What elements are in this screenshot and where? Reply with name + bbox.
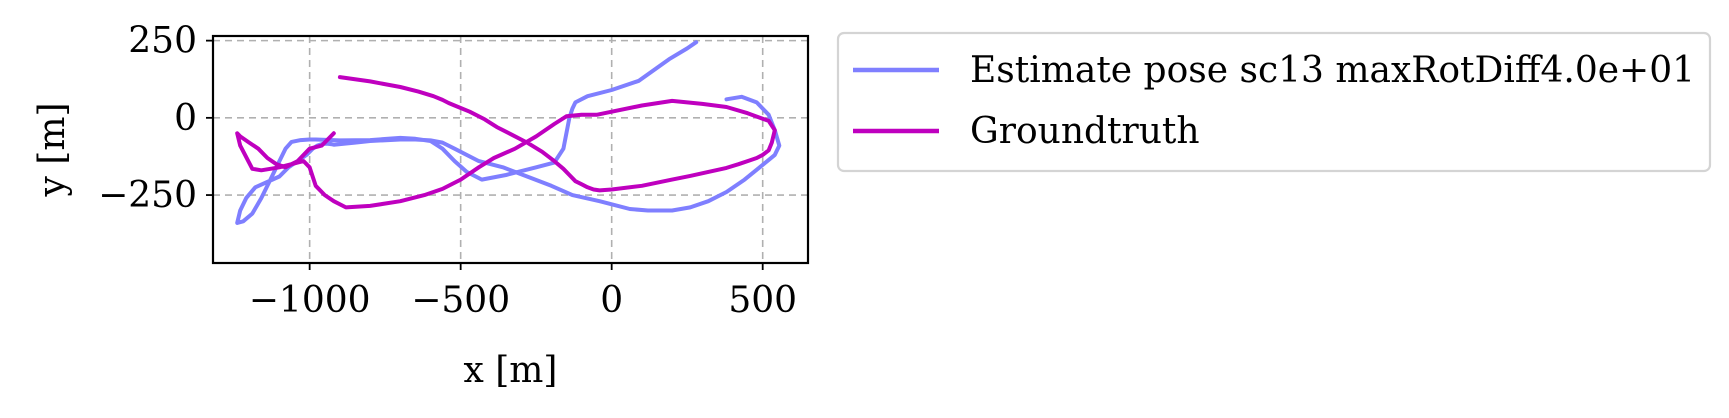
legend: Estimate pose sc13 maxRotDiff4.0e+01 Gro… [836, 31, 1712, 173]
plot-area-frame [211, 34, 810, 265]
y-tick-label: 250 [128, 21, 197, 62]
legend-label-estimate: Estimate pose sc13 maxRotDiff4.0e+01 [970, 50, 1695, 91]
y-tick-label: 0 [174, 98, 197, 139]
x-tick-label: 0 [600, 280, 623, 321]
y-tick-label: −250 [98, 175, 197, 216]
legend-frame [836, 31, 1712, 173]
legend-label-groundtruth: Groundtruth [970, 111, 1200, 152]
grid-layer [213, 36, 808, 263]
x-tick-label: −500 [411, 280, 510, 321]
ticks-layer: −1000 −500 0 500 250 0 −250 [98, 21, 797, 321]
y-axis-label: y [m] [32, 102, 73, 197]
x-tick-label: 500 [728, 280, 797, 321]
series-line-groundtruth [235, 75, 777, 210]
series-layer [235, 40, 782, 225]
x-axis-label: x [m] [464, 350, 558, 391]
x-tick-label: −1000 [249, 280, 371, 321]
